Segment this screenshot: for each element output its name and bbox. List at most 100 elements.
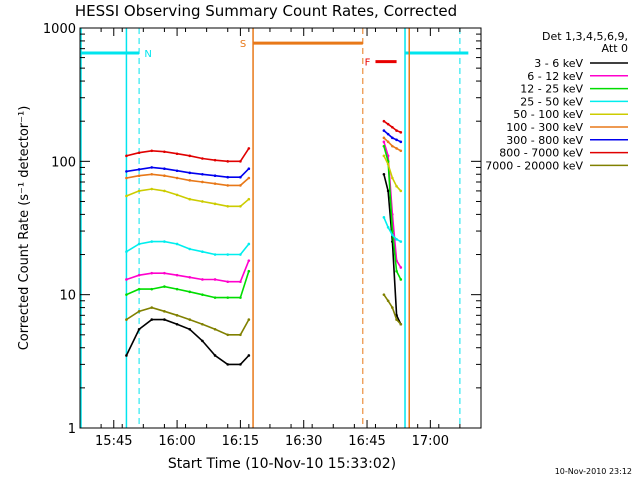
series-point-8-1-3	[395, 318, 398, 321]
series-point-4-1-3	[395, 184, 398, 188]
series-line-2-seg-0	[126, 270, 250, 299]
series-point-3-0-1	[137, 242, 141, 246]
series-point-2-1-4	[399, 278, 403, 281]
series-point-2-0-5	[188, 290, 192, 294]
flag-N-label: N	[144, 49, 151, 60]
series-3-6kev	[125, 172, 403, 366]
series-point-3-1-3	[395, 238, 398, 241]
series-point-7-1-2	[391, 125, 394, 129]
legend-label-5: 100 - 300 keV	[506, 121, 583, 134]
series-point-7-0-6	[201, 157, 204, 160]
series-line-7-seg-0	[126, 147, 250, 163]
series-point-6-0-7	[213, 174, 217, 178]
flag-F-label: F	[365, 58, 371, 69]
x-axis-label: Start Time (10-Nov-10 15:33:02)	[168, 456, 396, 472]
series-point-3-0-8	[226, 253, 230, 256]
series-point-4-0-0	[125, 194, 128, 198]
series-point-0-0-6	[201, 339, 204, 343]
series-point-6-0-3	[163, 167, 166, 171]
series-point-6-0-0	[125, 170, 128, 173]
series-point-7-0-4	[175, 152, 179, 156]
series-point-7-0-5	[188, 154, 192, 158]
series-point-0-0-10	[247, 354, 251, 357]
series-point-4-1-4	[399, 189, 403, 193]
series-6-12kev	[125, 140, 403, 284]
series-point-2-0-8	[226, 296, 230, 299]
series-point-0-0-3	[163, 318, 166, 321]
series-point-3-0-6	[201, 250, 204, 254]
series-point-1-0-10	[247, 259, 251, 262]
x-tick-label-2: 16:15	[222, 434, 259, 449]
series-point-3-0-2	[150, 240, 154, 243]
series-point-8-0-2	[150, 306, 154, 309]
series-point-3-1-1	[386, 226, 390, 229]
series-point-3-0-9	[239, 253, 242, 256]
series-point-7-1-1	[386, 122, 390, 126]
series-point-5-1-1	[386, 140, 390, 144]
series-point-1-0-2	[150, 271, 154, 275]
series-point-4-1-2	[391, 176, 394, 180]
legend-title-line-1: Det 1,3,4,5,6,9,	[542, 30, 628, 43]
series-line-0-seg-1	[383, 174, 402, 325]
series-point-2-0-7	[213, 296, 217, 299]
series-point-1-0-8	[226, 280, 230, 284]
series-point-0-0-1	[137, 327, 141, 331]
series-point-5-0-8	[226, 184, 230, 187]
series-point-8-1-4	[399, 322, 403, 326]
series-point-8-1-1	[386, 299, 390, 303]
flag-S-label: S	[240, 39, 246, 50]
series-point-1-0-5	[188, 275, 192, 279]
series-line-5-seg-0	[126, 173, 250, 187]
series-point-3-0-7	[213, 253, 217, 256]
chart-title: HESSI Observing Summary Count Rates, Cor…	[75, 2, 457, 20]
series-point-6-0-1	[137, 168, 141, 171]
series-point-5-0-4	[175, 176, 179, 180]
series-point-2-1-3	[395, 269, 398, 273]
series-point-7-0-2	[150, 149, 154, 153]
series-point-5-0-2	[150, 172, 154, 176]
series-50-100kev	[125, 154, 403, 208]
series-point-4-1-1	[386, 163, 390, 166]
y-tick-label-2: 100	[51, 155, 76, 170]
series-7000-20000kev	[125, 293, 403, 337]
series-layer	[125, 119, 403, 366]
series-point-8-0-3	[163, 310, 166, 313]
x-tick-label-0: 15:45	[95, 434, 132, 449]
series-point-6-0-4	[175, 169, 179, 173]
series-point-4-1-0	[382, 154, 386, 158]
series-point-2-1-0	[382, 144, 386, 148]
series-point-1-0-1	[137, 273, 141, 277]
series-point-8-0-1	[137, 310, 141, 313]
series-point-8-1-2	[391, 306, 394, 309]
series-point-8-0-8	[226, 333, 230, 337]
series-point-5-1-3	[395, 147, 398, 150]
series-point-5-0-5	[188, 179, 192, 182]
series-point-5-0-7	[213, 182, 217, 185]
footer-timestamp: 10-Nov-2010 23:12	[555, 467, 632, 476]
series-point-0-1-0	[382, 172, 386, 176]
legend-label-8: 7000 - 20000 keV	[485, 159, 583, 172]
series-point-4-0-9	[239, 204, 242, 208]
series-point-2-0-2	[150, 287, 154, 291]
series-25-50kev	[125, 216, 403, 256]
series-point-6-1-0	[382, 129, 386, 132]
legend-label-7: 800 - 7000 keV	[499, 147, 583, 160]
series-point-8-0-5	[188, 318, 192, 321]
series-point-7-0-8	[226, 160, 230, 163]
series-point-2-1-2	[391, 229, 394, 233]
series-line-1-seg-0	[126, 260, 250, 283]
series-100-300kev	[125, 136, 403, 187]
series-point-2-0-1	[137, 287, 141, 291]
series-point-2-0-9	[239, 296, 242, 299]
series-point-0-0-8	[226, 363, 230, 366]
y-tick-label-0: 1	[68, 422, 76, 437]
series-point-8-0-7	[213, 327, 217, 331]
series-point-3-0-5	[188, 247, 192, 251]
legend-label-4: 50 - 100 keV	[513, 108, 583, 121]
series-point-6-0-10	[247, 167, 251, 171]
series-point-6-1-2	[391, 136, 394, 140]
legend-label-2: 12 - 25 keV	[520, 83, 583, 96]
series-point-2-0-4	[175, 287, 179, 291]
